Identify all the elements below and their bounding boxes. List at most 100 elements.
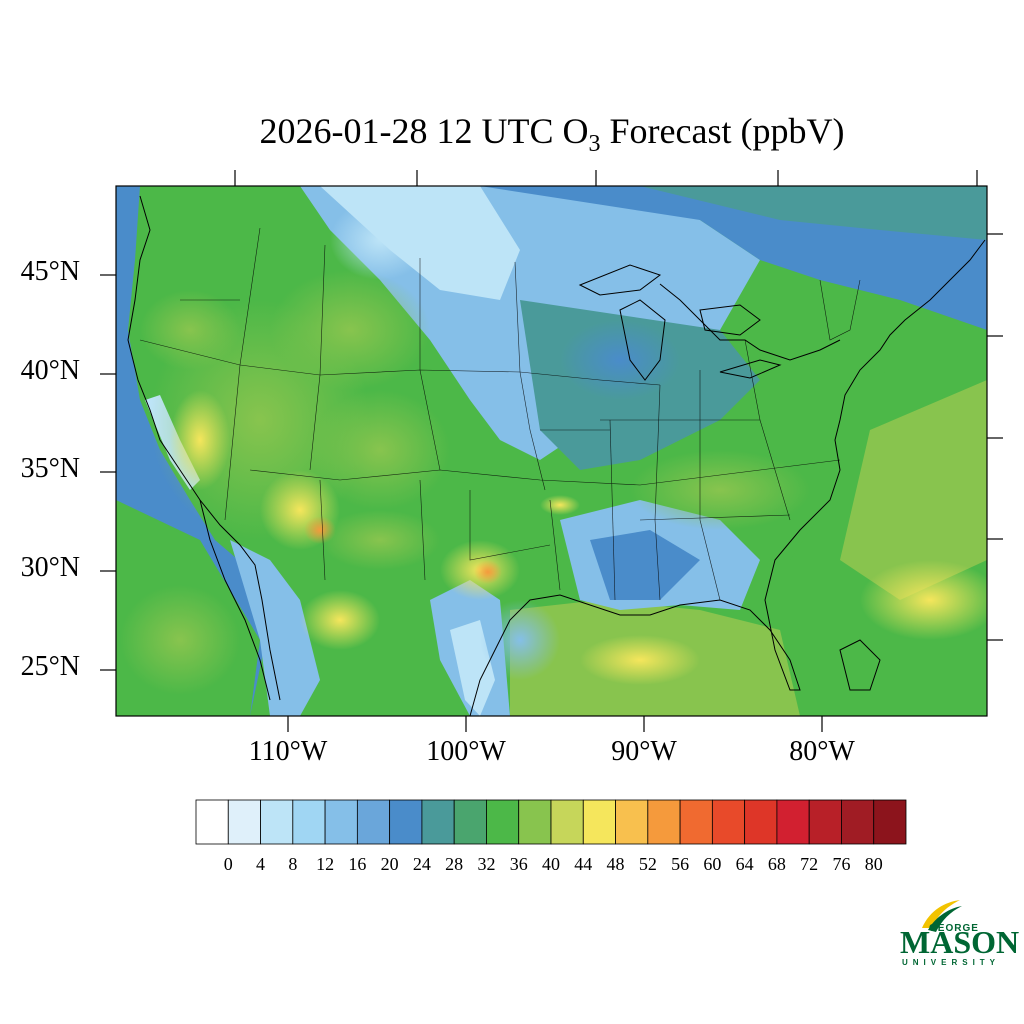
west-coast-line [127, 195, 281, 701]
colorbar-tick-label: 80 [864, 854, 883, 874]
lat-label-30: 30°N [20, 552, 80, 583]
colorbar-swatch [486, 799, 520, 845]
gmu-logo-swoosh [922, 900, 962, 932]
colorbar-tick-label: 0 [223, 854, 233, 874]
atlantic-yellow [860, 560, 987, 640]
state-boundaries [139, 227, 861, 601]
lake-superior [578, 264, 662, 296]
colorbar-tick-label: 76 [832, 854, 851, 874]
northeast-green [740, 290, 860, 370]
colorbar-tick-label: 4 [256, 854, 266, 874]
colorbar-tick-label: 16 [348, 854, 367, 874]
coastline [127, 195, 986, 716]
colorbar-swatch [615, 799, 649, 845]
mexico-yellow [300, 590, 380, 650]
baja-line [199, 499, 271, 701]
colorbar-swatch [808, 799, 842, 845]
colorbar-swatch [776, 799, 810, 845]
canada-teal [640, 186, 987, 240]
colorbar-tick-label: 24 [412, 854, 431, 874]
colorbar-swatch [421, 799, 455, 845]
lat-label-25: 25°N [20, 651, 80, 682]
ozone-field [116, 186, 987, 716]
colorbar-swatch [582, 799, 616, 845]
lon-label-110: 110°W [248, 736, 328, 767]
colorbar-tick-label: 28 [445, 854, 464, 874]
boundary-lat34 [639, 514, 791, 521]
map-ticks [100, 170, 1003, 732]
colorbar-swatch [873, 799, 907, 845]
boundary-idaho-nevada [224, 227, 261, 521]
arkansas-yellow [540, 495, 580, 515]
colorbar-swatch [711, 799, 746, 845]
gulf-yellow [580, 635, 700, 685]
colorbar-tick-label: 40 [542, 854, 560, 874]
colorbar-swatch [195, 799, 229, 845]
logo-george: GEORGE [929, 923, 979, 934]
boundary-lat37 [249, 459, 841, 486]
lon-label-80: 80°W [789, 736, 855, 767]
colorbar-swatch [679, 799, 713, 845]
colorbar-swatch [324, 799, 358, 845]
colorbar-tick-label: 52 [638, 854, 657, 874]
colorbar-swatch [292, 799, 326, 845]
colorbar-swatch [227, 799, 261, 845]
southeast-darkblue [590, 530, 700, 600]
colorbar-tick-label: 72 [800, 854, 819, 874]
colorbar-tick-label: 64 [735, 854, 754, 874]
colorbar-swatch [389, 799, 423, 845]
swoosh-accent [928, 906, 962, 932]
title-suffix: Forecast (ppbV) [600, 111, 845, 151]
boundary-arkansas [549, 499, 561, 591]
title-prefix: 2026-01-28 12 UTC O [259, 111, 589, 151]
colorbar-tick-label: 68 [767, 854, 786, 874]
lake-michigan [619, 299, 666, 381]
boundary-nm-tx [419, 479, 426, 581]
swoosh-shape [922, 900, 960, 928]
gulf-coast-blue [480, 600, 560, 680]
lon-label-90: 90°W [611, 736, 677, 767]
wyoming-lightgreen [270, 270, 430, 390]
colorbar-swatch [356, 799, 391, 845]
colorbar-tick-label: 56 [671, 854, 690, 874]
colorbar-swatch [550, 799, 584, 845]
pacific-blob [120, 585, 240, 695]
figure-title: 2026-01-28 12 UTC O3 Forecast (ppbV) [0, 110, 1024, 158]
cuba-outline [839, 639, 881, 691]
tennessee-lightgreen [630, 450, 810, 530]
boundary-az-nm [319, 479, 326, 581]
colorbar-swatch [518, 799, 552, 845]
lat-label-45: 45°N [20, 256, 80, 287]
colorbar-tick-label: 12 [316, 854, 335, 874]
map-frame [115, 185, 988, 717]
boundary-dakota-west [419, 258, 441, 471]
colorbar-tick-label: 44 [574, 854, 593, 874]
boundary-mississippi [609, 419, 616, 601]
lat-label-35: 35°N [20, 453, 80, 484]
boundary-oklahoma [469, 490, 551, 561]
boundary-minnesota-west [514, 261, 546, 491]
colorado-lightgreen [310, 390, 450, 510]
boundary-alabama [654, 384, 661, 601]
colorbar-tick-label: 48 [606, 854, 625, 874]
lakes-darkblue [560, 320, 680, 400]
logo-university: UNIVERSITY [902, 958, 1001, 967]
oregon-lightgreen [140, 290, 240, 370]
logo-mason: MASON [900, 924, 1020, 960]
lon-label-100: 100°W [426, 736, 506, 767]
lake-huron [699, 304, 761, 336]
lat-label-40: 40°N [20, 355, 80, 386]
colorbar-tick-label: 32 [477, 854, 496, 874]
colorbar-swatch [260, 799, 294, 845]
boundary-new-england [819, 279, 861, 341]
colorbar-swatch [841, 799, 875, 845]
gmu-logo: GEORGE MASON UNIVERSITY [896, 900, 1019, 970]
colorbar-tick-label: 20 [380, 854, 399, 874]
boundary-wy-west [309, 244, 326, 471]
dakota-lightblue [330, 200, 430, 280]
gulf-atlantic-coast [469, 239, 986, 716]
lake-erie [719, 359, 782, 379]
texas-orange [474, 560, 502, 584]
